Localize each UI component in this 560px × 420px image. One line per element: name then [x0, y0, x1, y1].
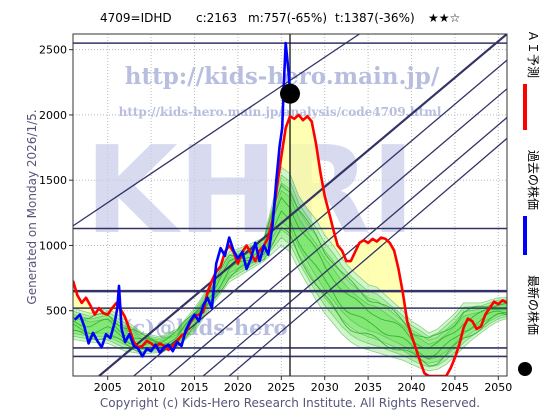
generated-date-label: Generated on Monday 2026/1/5.	[25, 109, 39, 304]
x-tick-label: 2005	[94, 381, 122, 394]
legend-swatch-2	[518, 362, 532, 376]
trend-line	[133, 59, 507, 376]
y-axis-ticks: 500 1000 1500 2000 2500	[39, 44, 73, 318]
header-current: c:2163	[196, 11, 237, 25]
x-tick-label: 2020	[224, 381, 252, 394]
header-min: m:757(-65%)	[248, 11, 327, 25]
trend-line	[168, 88, 507, 376]
x-tick-label: 2030	[311, 381, 339, 394]
x-tick-label: 2050	[484, 381, 512, 394]
ai-forecast-line	[73, 113, 507, 376]
legend-label-1: 過去の株価	[526, 150, 541, 210]
legend-label-0: ＡＩ予測	[526, 30, 540, 78]
watermark-url-sub: http://kids-hero.main.jp/analysis/code47…	[119, 105, 442, 119]
yellow-fill	[73, 114, 507, 337]
header-target: t:1387(-36%)	[335, 11, 415, 25]
y-tick-label: 1000	[39, 239, 67, 252]
x-axis-ticks: 2005 2010 2015 2020 2025 2030 2035 2040 2045 2050	[94, 376, 512, 394]
x-tick-label: 2010	[137, 381, 165, 394]
header-stars: ★★☆	[428, 11, 460, 25]
y-tick-label: 2000	[39, 109, 67, 122]
x-tick-label: 2025	[267, 381, 295, 394]
latest-marker	[280, 83, 300, 104]
watermark-big: KHRI	[85, 122, 415, 261]
latest-price-dot	[280, 83, 300, 104]
trend-line	[228, 137, 507, 376]
x-tick-label: 2045	[441, 381, 469, 394]
trend-line	[202, 117, 507, 376]
y-tick-label: 2500	[39, 44, 67, 57]
y-tick-label: 500	[46, 305, 67, 318]
trend-line	[73, 34, 360, 227]
copyright-footer: Copyright (c) Kids-Hero Research Institu…	[100, 396, 480, 410]
trend-lines	[73, 34, 507, 376]
y-tick-label: 1500	[39, 174, 67, 187]
trend-line	[98, 34, 507, 376]
x-tick-label: 2040	[398, 381, 426, 394]
x-tick-label: 2035	[354, 381, 382, 394]
x-tick-label: 2015	[181, 381, 209, 394]
past-price-line	[73, 41, 292, 358]
header-ticker: 4709=IDHD	[100, 11, 172, 25]
legend-label-2: 最新の株価	[526, 275, 541, 335]
yellow-area	[73, 114, 507, 337]
series	[73, 41, 507, 376]
